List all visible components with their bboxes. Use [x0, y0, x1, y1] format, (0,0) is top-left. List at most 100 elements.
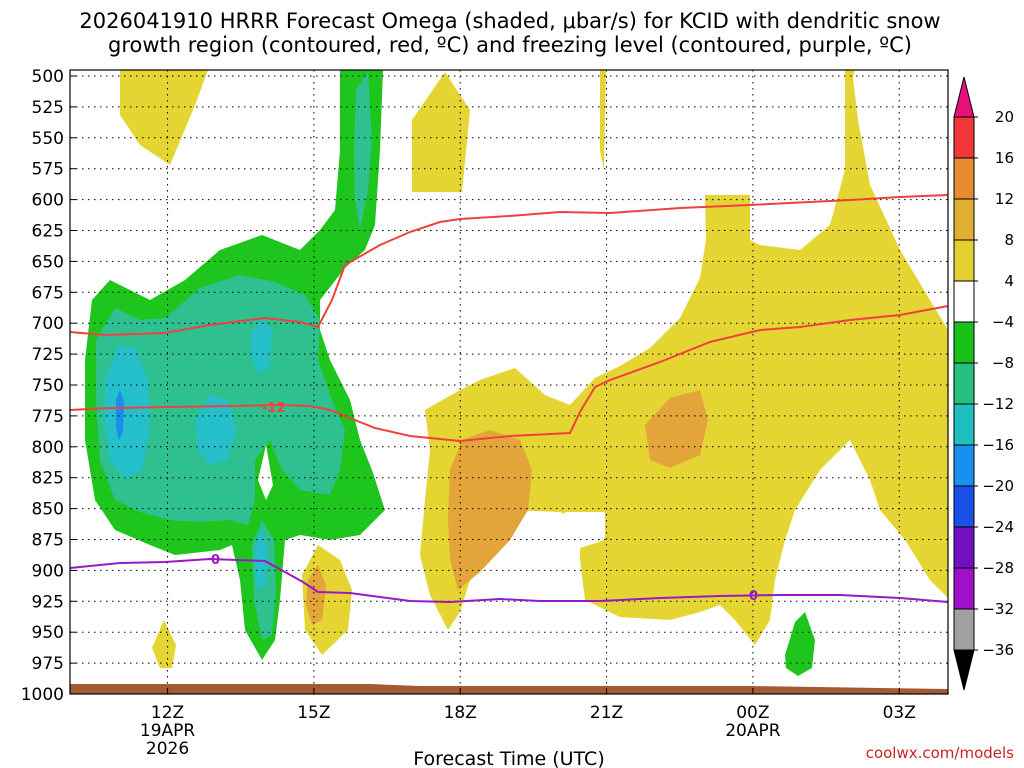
colorbar-label: −8	[992, 354, 1014, 372]
y-tick-label: 650	[32, 252, 64, 272]
colorbar-label: −20	[982, 477, 1014, 495]
colorbar-label: 4	[1004, 272, 1014, 290]
ground-fill	[70, 684, 948, 694]
red-contour-upper	[69, 194, 949, 337]
colorbar-label: −32	[982, 600, 1014, 618]
colorbar-label: −24	[982, 518, 1014, 536]
x-tick-label: 15Z	[297, 703, 330, 723]
red-contour-label: -12	[262, 401, 286, 416]
y-tick-label: 1000	[21, 685, 64, 705]
chart-title-line1: 2026041910 HRRR Forecast Omega (shaded, …	[79, 9, 940, 33]
colorbar-swatch	[953, 608, 975, 651]
colorbar-swatch	[953, 157, 975, 200]
y-tick-label: 575	[32, 160, 64, 180]
colorbar-bottom-arrow	[953, 649, 975, 691]
omega-orange-region	[448, 430, 532, 590]
omega-blue-region	[116, 390, 124, 440]
omega-cyan-regions	[104, 318, 272, 590]
credit-text: coolwx.com/models	[866, 744, 1014, 762]
colorbar-swatch	[953, 485, 975, 528]
purple-contour	[69, 557, 949, 604]
colorbar-label: −36	[982, 641, 1014, 659]
plot-area: -12 0 0	[69, 69, 949, 695]
colorbar-label: 16	[995, 149, 1014, 167]
x-tick-label: 03Z	[883, 703, 916, 723]
colorbar-swatch	[953, 280, 975, 323]
colorbar-swatch	[953, 526, 975, 569]
grid	[70, 70, 948, 694]
colorbar-swatch	[953, 198, 975, 241]
x-tick-label: 20APR	[725, 721, 781, 741]
y-tick-label: 925	[32, 592, 64, 612]
omega-cyan-region	[195, 395, 236, 465]
omega-hole-regions	[258, 445, 273, 500]
omega-cyan-region	[104, 345, 150, 480]
purple-contour-label: 0	[211, 553, 220, 568]
y-axis-ticks: 500 525 550 575 600 625 650 675 700 725 750 775 800 8…	[21, 67, 76, 705]
red-contour-lower	[69, 305, 949, 443]
x-tick-label: 18Z	[444, 703, 477, 723]
colorbar-label: −4	[992, 313, 1014, 331]
colorbar-swatch	[953, 362, 975, 405]
colorbar-label: −28	[982, 559, 1014, 577]
y-tick-label: 750	[32, 376, 64, 396]
omega-orange-regions	[306, 390, 708, 625]
colorbar-label: 20	[995, 108, 1014, 126]
y-tick-label: 675	[32, 283, 64, 303]
x-tick-label: 19APR	[140, 721, 196, 741]
colorbar-top-arrow	[953, 76, 975, 118]
chart-title-line2: growth region (contoured, red, ºC) and f…	[108, 33, 912, 57]
y-tick-label: 875	[32, 531, 64, 551]
y-tick-label: 975	[32, 654, 64, 674]
omega-yellow-region	[412, 72, 470, 192]
colorbar-label: −16	[982, 436, 1014, 454]
colorbar: 20 16 12 8 4 −4 −8 −12 −16 −20 −24 −28 −32 −36	[953, 76, 1014, 691]
omega-blue-regions	[116, 390, 124, 440]
colorbar-swatch	[953, 116, 975, 159]
colorbar-swatch	[953, 444, 975, 487]
y-tick-label: 825	[32, 469, 64, 489]
omega-yellow-region	[848, 70, 855, 80]
y-tick-label: 550	[32, 129, 64, 149]
omega-cyan-region	[250, 318, 272, 375]
colorbar-swatch	[953, 567, 975, 610]
omega-teal-region	[354, 72, 372, 230]
x-axis-title: Forecast Time (UTC)	[413, 748, 604, 768]
y-tick-label: 625	[32, 222, 64, 242]
x-tick-label: 21Z	[590, 703, 623, 723]
colorbar-label: −12	[982, 395, 1014, 413]
y-tick-label: 525	[32, 98, 64, 118]
y-tick-label: 850	[32, 500, 64, 520]
omega-green-region	[785, 612, 815, 676]
x-tick-label: 12Z	[151, 703, 184, 723]
colorbar-label: 12	[995, 190, 1014, 208]
x-tick-label: 00Z	[736, 703, 769, 723]
plot-frame	[69, 69, 949, 695]
colorbar-swatch	[953, 403, 975, 446]
y-tick-label: 600	[32, 191, 64, 211]
colorbar-label: 8	[1004, 231, 1014, 249]
omega-hole-region	[258, 445, 273, 500]
omega-yellow-region	[120, 70, 208, 165]
y-tick-label: 950	[32, 623, 64, 643]
dendritic-contours: -12	[69, 194, 949, 443]
y-tick-label: 725	[32, 345, 64, 365]
omega-yellow-regions	[120, 70, 948, 668]
colorbar-swatch	[953, 321, 975, 364]
purple-contour-label: 0	[749, 589, 758, 604]
x-tick-label: 2026	[146, 739, 189, 759]
omega-orange-region	[645, 390, 708, 468]
omega-yellow-region	[152, 620, 176, 668]
y-tick-label: 900	[32, 561, 64, 581]
omega-orange-region	[306, 565, 326, 625]
y-tick-label: 800	[32, 438, 64, 458]
freezing-level-contour: 0 0	[69, 553, 949, 604]
omega-yellow-region	[600, 70, 606, 170]
colorbar-swatch	[953, 239, 975, 282]
y-tick-label: 500	[32, 67, 64, 87]
y-tick-label: 700	[32, 314, 64, 334]
y-tick-label: 775	[32, 407, 64, 427]
omega-yellow-region	[420, 70, 948, 645]
